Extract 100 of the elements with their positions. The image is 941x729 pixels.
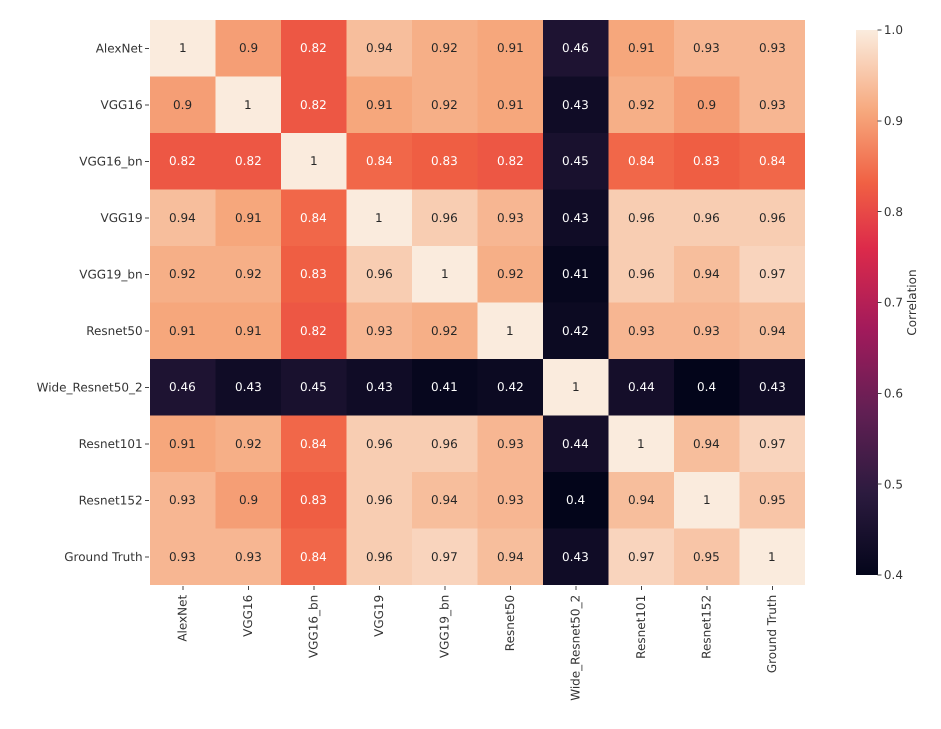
data-label: 0.46 (562, 41, 589, 55)
y-tick-label: Resnet101 (78, 436, 143, 451)
data-label: 0.82 (300, 98, 327, 112)
data-label: 0.96 (759, 211, 786, 225)
data-label: 1 (179, 41, 187, 55)
data-label: 0.96 (366, 267, 393, 281)
data-label: 0.46 (169, 380, 196, 394)
data-label: 0.93 (497, 437, 524, 451)
data-label: 0.43 (759, 380, 786, 394)
data-label: 0.44 (562, 437, 589, 451)
data-label: 0.93 (169, 550, 196, 564)
y-tick-label: VGG19_bn (79, 267, 143, 282)
data-label: 0.94 (693, 437, 720, 451)
color-bar-label: 1.0 (884, 23, 903, 38)
data-label: 0.43 (562, 211, 589, 225)
data-label: 1 (375, 211, 383, 225)
data-label: 0.84 (628, 154, 655, 168)
data-label: 1 (441, 267, 449, 281)
data-label: 0.95 (693, 550, 720, 564)
data-label: 0.94 (628, 493, 655, 507)
data-label: 0.92 (235, 437, 262, 451)
color-bar-label: 0.5 (884, 477, 903, 492)
data-label: 0.92 (431, 41, 458, 55)
data-label: 0.4 (697, 380, 716, 394)
data-label: 0.84 (300, 211, 327, 225)
y-tick-label: AlexNet (96, 41, 143, 56)
data-label: 0.45 (562, 154, 589, 168)
x-tick-label: Resnet101 (634, 594, 648, 659)
y-tick-label: Wide_Resnet50_2 (36, 380, 143, 394)
data-label: 0.96 (693, 211, 720, 225)
data-label: 0.84 (300, 437, 327, 451)
data-label: 1 (703, 493, 711, 507)
data-label: 0.9 (697, 98, 716, 112)
data-label: 0.83 (300, 267, 327, 281)
color-bar-label: 0.9 (884, 114, 903, 128)
data-label: 0.43 (562, 550, 589, 564)
data-label: 0.93 (759, 98, 786, 112)
data-label: 0.83 (693, 154, 720, 168)
data-label: 0.91 (235, 324, 262, 338)
y-tick-label: VGG16 (100, 98, 143, 112)
color-bar-title: Correlation (904, 269, 919, 336)
x-tick-label: VGG16_bn (306, 594, 321, 658)
data-label: 0.96 (366, 493, 393, 507)
data-label: 0.45 (300, 380, 327, 394)
data-label: 0.92 (497, 267, 524, 281)
data-label: 0.43 (562, 98, 589, 112)
data-label: 0.41 (431, 380, 458, 394)
data-label: 0.84 (759, 154, 786, 168)
data-label: 0.4 (566, 493, 586, 507)
data-label: 0.83 (300, 493, 327, 507)
data-label: 0.96 (628, 211, 655, 225)
data-label: 0.97 (431, 550, 458, 564)
y-tick-label: Ground Truth (64, 550, 143, 564)
y-tick-label: Resnet50 (86, 324, 143, 338)
data-label: 0.84 (300, 550, 327, 564)
data-label: 1 (637, 437, 645, 451)
data-label: 0.93 (235, 550, 262, 564)
data-label: 0.93 (693, 324, 720, 338)
data-label: 0.41 (562, 267, 589, 281)
y-tick-label: VGG19 (100, 210, 143, 225)
data-label: 0.92 (431, 98, 458, 112)
color-bar-label: 0.8 (884, 204, 903, 219)
data-label: 0.91 (169, 437, 196, 451)
data-label: 0.93 (497, 211, 524, 225)
data-label: 0.94 (497, 550, 524, 564)
data-label: 0.92 (169, 267, 196, 281)
data-label: 0.91 (628, 41, 655, 55)
data-label: 0.91 (497, 98, 524, 112)
data-label: 1 (768, 550, 776, 564)
data-label: 0.43 (366, 380, 393, 394)
data-label: 0.9 (239, 493, 258, 507)
data-label: 0.93 (169, 493, 196, 507)
data-label: 0.94 (431, 493, 458, 507)
data-label: 0.94 (366, 41, 393, 55)
color-bar-label: 0.7 (884, 296, 903, 310)
data-label: 0.94 (169, 211, 196, 225)
data-label: 0.93 (628, 324, 655, 338)
x-tick-label: Resnet50 (503, 594, 518, 652)
data-label: 0.94 (759, 324, 786, 338)
data-label: 0.95 (759, 493, 786, 507)
x-tick-label: Resnet152 (700, 594, 714, 659)
data-label: 0.82 (235, 154, 262, 168)
data-label: 0.96 (628, 267, 655, 281)
data-label: 1 (506, 324, 514, 338)
data-label: 0.94 (693, 267, 720, 281)
data-label: 0.92 (431, 324, 458, 338)
data-label: 0.96 (431, 211, 458, 225)
x-tick-label: VGG16 (241, 594, 256, 637)
y-tick-label: Resnet152 (78, 493, 143, 508)
data-label: 0.42 (562, 324, 589, 338)
x-tick-label: Ground Truth (765, 594, 780, 674)
data-label: 0.93 (693, 41, 720, 55)
data-label: 0.97 (759, 437, 786, 451)
color-bar-label: 0.4 (884, 568, 903, 582)
data-label: 0.42 (497, 380, 524, 394)
x-tick-label: VGG19_bn (438, 594, 452, 658)
data-label: 0.96 (366, 550, 393, 564)
data-label: 0.83 (431, 154, 458, 168)
data-label: 0.9 (239, 41, 258, 55)
data-label: 1 (310, 154, 318, 168)
